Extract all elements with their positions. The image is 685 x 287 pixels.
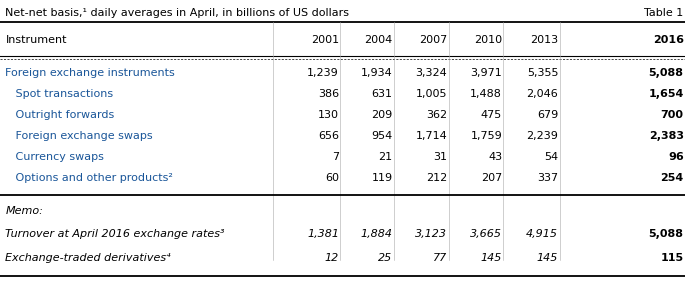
Text: Exchange-traded derivatives⁴: Exchange-traded derivatives⁴ bbox=[5, 253, 171, 263]
Text: 954: 954 bbox=[371, 131, 393, 141]
Text: 212: 212 bbox=[426, 173, 447, 183]
Text: 115: 115 bbox=[660, 253, 684, 263]
Text: 2004: 2004 bbox=[364, 35, 393, 44]
Text: 3,971: 3,971 bbox=[471, 68, 502, 78]
Text: 145: 145 bbox=[481, 253, 502, 263]
Text: Options and other products²: Options and other products² bbox=[5, 173, 173, 183]
Text: 475: 475 bbox=[481, 110, 502, 120]
Text: 679: 679 bbox=[537, 110, 558, 120]
Text: 1,381: 1,381 bbox=[307, 230, 339, 239]
Text: 1,488: 1,488 bbox=[470, 89, 502, 99]
Text: 254: 254 bbox=[660, 173, 684, 183]
Text: Spot transactions: Spot transactions bbox=[5, 89, 114, 99]
Text: 2010: 2010 bbox=[474, 35, 502, 44]
Text: 130: 130 bbox=[318, 110, 339, 120]
Text: Turnover at April 2016 exchange rates³: Turnover at April 2016 exchange rates³ bbox=[5, 230, 225, 239]
Text: Currency swaps: Currency swaps bbox=[5, 152, 104, 162]
Text: Table 1: Table 1 bbox=[645, 8, 684, 18]
Text: 119: 119 bbox=[371, 173, 393, 183]
Text: 1,934: 1,934 bbox=[361, 68, 393, 78]
Text: 386: 386 bbox=[318, 89, 339, 99]
Text: 337: 337 bbox=[537, 173, 558, 183]
Text: 3,665: 3,665 bbox=[470, 230, 502, 239]
Text: 207: 207 bbox=[481, 173, 502, 183]
Text: 1,654: 1,654 bbox=[648, 89, 684, 99]
Text: Foreign exchange instruments: Foreign exchange instruments bbox=[5, 68, 175, 78]
Text: 1,005: 1,005 bbox=[416, 89, 447, 99]
Text: Instrument: Instrument bbox=[5, 35, 67, 44]
Text: 5,088: 5,088 bbox=[649, 68, 684, 78]
Text: 209: 209 bbox=[371, 110, 393, 120]
Text: 631: 631 bbox=[371, 89, 393, 99]
Text: 656: 656 bbox=[318, 131, 339, 141]
Text: 700: 700 bbox=[660, 110, 684, 120]
Text: 2007: 2007 bbox=[419, 35, 447, 44]
Text: 2016: 2016 bbox=[653, 35, 684, 44]
Text: 54: 54 bbox=[544, 152, 558, 162]
Text: 96: 96 bbox=[668, 152, 684, 162]
Text: 77: 77 bbox=[433, 253, 447, 263]
Text: Foreign exchange swaps: Foreign exchange swaps bbox=[5, 131, 153, 141]
Text: Net-net basis,¹ daily averages in April, in billions of US dollars: Net-net basis,¹ daily averages in April,… bbox=[5, 8, 349, 18]
Text: 2,046: 2,046 bbox=[527, 89, 558, 99]
Text: 7: 7 bbox=[332, 152, 339, 162]
Text: 1,714: 1,714 bbox=[416, 131, 447, 141]
Text: 1,759: 1,759 bbox=[471, 131, 502, 141]
Text: 21: 21 bbox=[378, 152, 393, 162]
Text: 60: 60 bbox=[325, 173, 339, 183]
Text: 2013: 2013 bbox=[530, 35, 558, 44]
Text: 2001: 2001 bbox=[311, 35, 339, 44]
Text: 5,355: 5,355 bbox=[527, 68, 558, 78]
Text: 4,915: 4,915 bbox=[526, 230, 558, 239]
Text: 3,324: 3,324 bbox=[416, 68, 447, 78]
Text: 1,884: 1,884 bbox=[360, 230, 393, 239]
Text: 3,123: 3,123 bbox=[415, 230, 447, 239]
Text: 43: 43 bbox=[488, 152, 502, 162]
Text: 12: 12 bbox=[325, 253, 339, 263]
Text: 2,383: 2,383 bbox=[649, 131, 684, 141]
Text: 2,239: 2,239 bbox=[526, 131, 558, 141]
Text: 5,088: 5,088 bbox=[649, 230, 684, 239]
Text: Memo:: Memo: bbox=[5, 206, 43, 216]
Text: 362: 362 bbox=[426, 110, 447, 120]
Text: 31: 31 bbox=[434, 152, 447, 162]
Text: 25: 25 bbox=[378, 253, 393, 263]
Text: 145: 145 bbox=[537, 253, 558, 263]
Text: 1,239: 1,239 bbox=[308, 68, 339, 78]
Text: Outright forwards: Outright forwards bbox=[5, 110, 114, 120]
